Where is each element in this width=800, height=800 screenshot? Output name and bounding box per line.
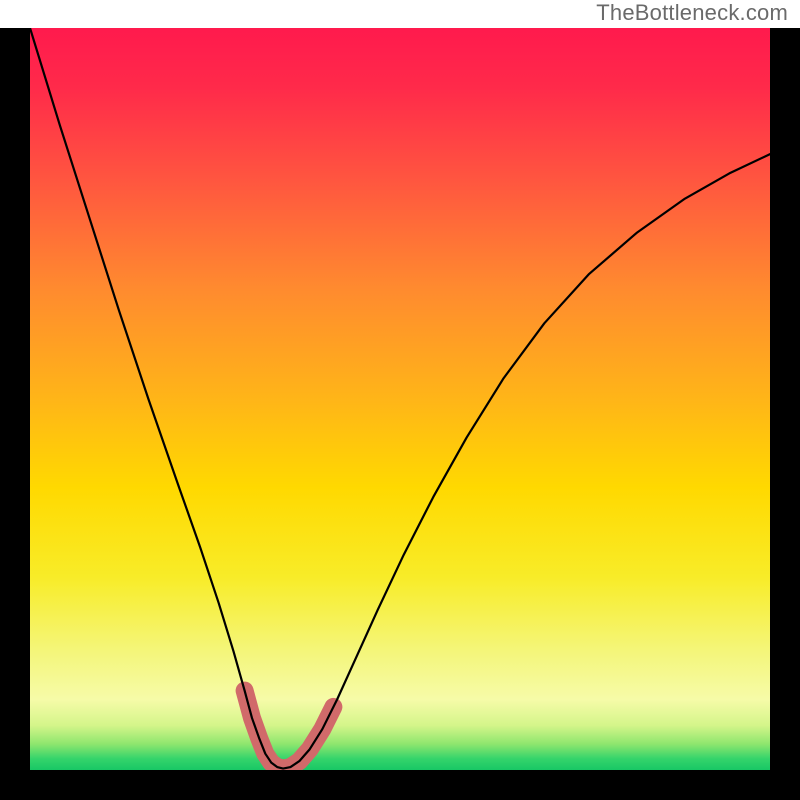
bottleneck-chart	[0, 0, 800, 800]
plot-area	[30, 28, 770, 770]
attribution-watermark: TheBottleneck.com	[596, 0, 788, 26]
gradient-background	[30, 28, 770, 770]
figure-root: TheBottleneck.com	[0, 0, 800, 800]
